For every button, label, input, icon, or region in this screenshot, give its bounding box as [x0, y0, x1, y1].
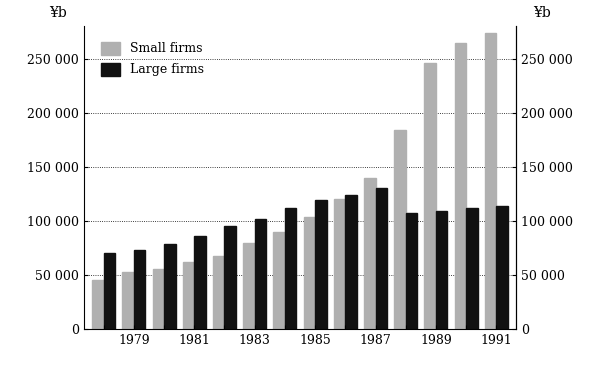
- Bar: [134, 250, 145, 329]
- Bar: [213, 255, 224, 329]
- Bar: [104, 254, 115, 329]
- Bar: [376, 188, 387, 329]
- Legend: Small firms, Large firms: Small firms, Large firms: [95, 36, 210, 83]
- Bar: [496, 206, 508, 329]
- Bar: [304, 217, 315, 329]
- Bar: [152, 269, 164, 329]
- Bar: [466, 208, 478, 329]
- Bar: [285, 208, 296, 329]
- Bar: [274, 232, 285, 329]
- Text: ¥b: ¥b: [533, 6, 551, 20]
- Bar: [455, 43, 466, 329]
- Bar: [315, 200, 326, 329]
- Bar: [183, 262, 194, 329]
- Bar: [243, 243, 254, 329]
- Bar: [194, 236, 206, 329]
- Bar: [436, 211, 448, 329]
- Bar: [122, 272, 134, 329]
- Bar: [485, 33, 496, 329]
- Bar: [334, 199, 346, 329]
- Bar: [254, 219, 266, 329]
- Bar: [346, 195, 357, 329]
- Bar: [424, 63, 436, 329]
- Bar: [364, 178, 376, 329]
- Bar: [164, 243, 176, 329]
- Bar: [224, 226, 236, 329]
- Bar: [394, 130, 406, 329]
- Bar: [406, 213, 417, 329]
- Text: ¥b: ¥b: [49, 6, 67, 20]
- Bar: [92, 280, 104, 329]
